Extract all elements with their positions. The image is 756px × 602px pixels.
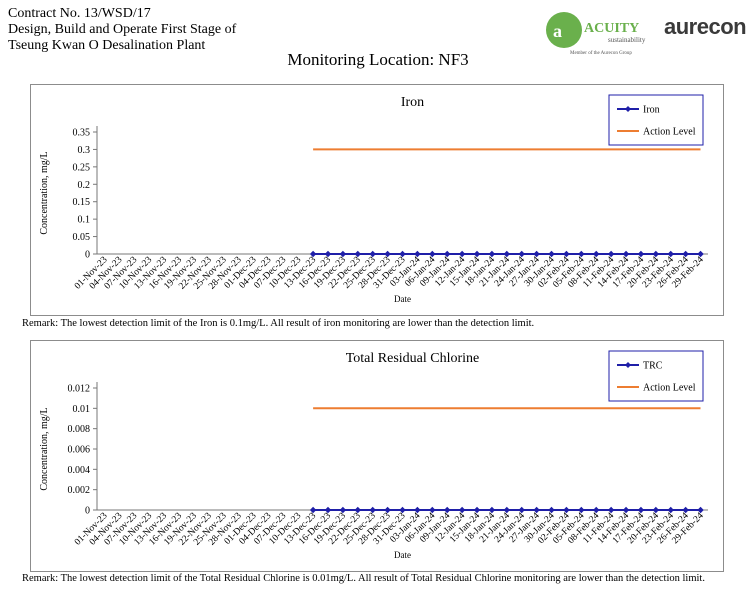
y-tick-label: 0.3 xyxy=(78,145,91,156)
data-point-marker xyxy=(637,506,645,514)
data-point-marker xyxy=(429,250,436,258)
y-tick-label: 0.15 xyxy=(73,197,91,208)
data-point-marker xyxy=(563,250,570,258)
data-point-marker xyxy=(607,506,615,514)
y-axis-label: Concentration, mg/L xyxy=(39,407,50,490)
y-tick-label: 0.35 xyxy=(73,128,91,139)
data-point-marker xyxy=(369,250,376,258)
contract-description: Design, Build and Operate First Stage of xyxy=(8,22,237,37)
data-point-marker xyxy=(488,506,496,514)
data-point-marker xyxy=(578,506,585,514)
data-point-marker xyxy=(548,506,555,514)
data-point-marker xyxy=(444,250,451,258)
acuity-logo-glyph: a xyxy=(553,21,562,41)
data-point-marker xyxy=(309,250,317,258)
chart-title: Iron xyxy=(401,95,424,110)
data-point-marker xyxy=(369,506,376,514)
data-point-marker xyxy=(339,506,347,514)
acuity-logo-member: Member of the Aurecon Group xyxy=(570,51,632,56)
data-point-marker xyxy=(622,506,630,514)
y-tick-label: 0.05 xyxy=(73,232,91,243)
trc-chart: Total Residual Chlorine 0 0.002 0.004 0.006 0… xyxy=(39,350,708,560)
y-tick-label: 0.2 xyxy=(78,180,91,191)
data-point-marker xyxy=(444,506,451,514)
acuity-logo: a ACUITY sustainability Member of the Au… xyxy=(546,12,646,56)
legend-box xyxy=(608,94,704,146)
data-point-marker xyxy=(682,506,689,514)
iron-remark: Remark: The lowest detection limit of th… xyxy=(22,318,535,329)
data-point-marker xyxy=(563,506,570,514)
data-point-marker xyxy=(339,250,347,258)
y-tick-label: 0.1 xyxy=(78,215,91,226)
data-point-marker xyxy=(652,250,660,258)
data-point-marker xyxy=(533,250,540,258)
trc-remark: Remark: The lowest detection limit of th… xyxy=(22,573,705,584)
data-point-marker xyxy=(578,250,585,258)
page-title: Monitoring Location: NF3 xyxy=(287,50,469,69)
y-tick-label: 0.012 xyxy=(68,384,91,395)
y-axis-label: Concentration, mg/L xyxy=(39,151,50,234)
aurecon-logo: aurecon xyxy=(664,14,747,39)
trc-chart-panel: Total Residual Chlorine 0 0.002 0.004 0.006 0… xyxy=(30,340,724,572)
data-point-marker xyxy=(458,250,466,258)
data-point-marker xyxy=(458,506,466,514)
x-axis-label: Date xyxy=(394,294,411,304)
data-point-marker xyxy=(399,506,406,514)
data-point-marker xyxy=(384,250,391,258)
iron-chart-panel: Iron 0 0.05 0.1 0.15 0.2 0.25 0.3 0.35 Concentrat… xyxy=(30,84,724,316)
y-tick-label: 0 xyxy=(85,250,90,261)
y-tick-label: 0 xyxy=(85,506,90,517)
acuity-logo-circle xyxy=(546,12,582,48)
data-point-marker xyxy=(697,506,704,514)
data-point-marker xyxy=(429,506,436,514)
legend-marker-series xyxy=(625,362,631,368)
y-tick-label: 0.008 xyxy=(68,424,91,435)
data-point-marker xyxy=(652,506,660,514)
acuity-logo-name: ACUITY xyxy=(584,21,639,36)
data-point-marker xyxy=(309,506,317,514)
contract-header: Contract No. 13/WSD/17 Design, Build and… xyxy=(8,6,236,54)
legend-marker-series xyxy=(625,106,631,112)
legend-box xyxy=(608,350,704,402)
data-point-marker xyxy=(667,506,674,514)
data-point-marker xyxy=(607,250,615,258)
data-point-marker xyxy=(414,250,421,258)
data-point-marker xyxy=(324,506,332,514)
legend-label-action: Action Level xyxy=(643,383,696,394)
acuity-logo-sub: sustainability xyxy=(608,36,646,44)
data-point-marker xyxy=(324,250,332,258)
legend-label-series: TRC xyxy=(643,361,663,372)
data-point-marker xyxy=(354,250,361,258)
data-point-marker xyxy=(488,250,496,258)
y-tick-label: 0.006 xyxy=(68,445,91,456)
data-point-marker xyxy=(473,250,481,258)
data-point-marker xyxy=(473,506,481,514)
legend-label-action: Action Level xyxy=(643,127,696,138)
legend-label-series: Iron xyxy=(643,105,660,116)
data-point-marker xyxy=(667,250,674,258)
data-point-marker xyxy=(414,506,421,514)
data-point-marker xyxy=(503,250,511,258)
data-point-marker xyxy=(637,250,645,258)
y-tick-label: 0.01 xyxy=(73,404,91,415)
project-name: Tseung Kwan O Desalination Plant xyxy=(8,38,206,53)
data-point-marker xyxy=(354,506,361,514)
data-point-marker xyxy=(697,250,704,258)
data-point-marker xyxy=(593,250,600,258)
y-tick-label: 0.002 xyxy=(68,485,91,496)
data-point-marker xyxy=(503,506,511,514)
data-point-marker xyxy=(384,506,391,514)
x-axis-label: Date xyxy=(394,550,411,560)
data-point-marker xyxy=(548,250,555,258)
data-point-marker xyxy=(593,506,600,514)
data-point-marker xyxy=(622,250,630,258)
data-point-marker xyxy=(399,250,406,258)
y-tick-label: 0.004 xyxy=(68,465,91,476)
data-point-marker xyxy=(682,250,689,258)
data-point-marker xyxy=(533,506,540,514)
y-tick-label: 0.25 xyxy=(73,162,91,173)
contract-number: Contract No. 13/WSD/17 xyxy=(8,6,151,21)
iron-chart: Iron 0 0.05 0.1 0.15 0.2 0.25 0.3 0.35 Concentrat… xyxy=(39,94,708,304)
chart-title: Total Residual Chlorine xyxy=(346,351,480,366)
